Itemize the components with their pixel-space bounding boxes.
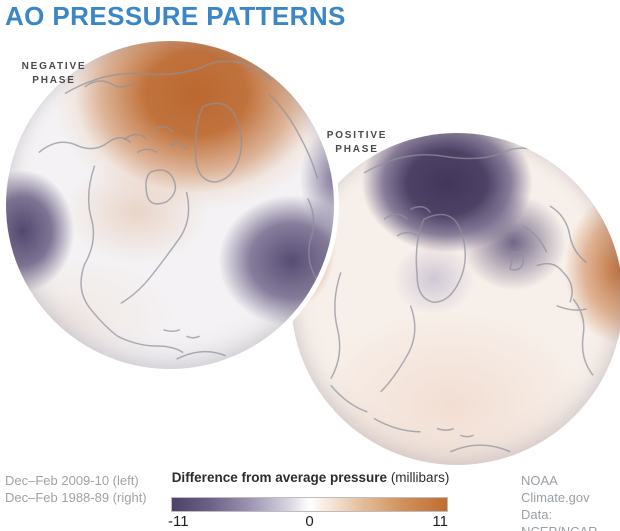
source-credit-line2: Data: NCEP/NCAR [521, 507, 598, 531]
date-caption-line1: Dec–Feb 2009-10 (left) [5, 473, 139, 488]
legend-tick-mid: 0 [305, 513, 314, 530]
positive-phase-label: POSITIVE PHASE [309, 129, 405, 157]
coastlines-positive [330, 147, 594, 453]
positive-phase-label-line2: PHASE [335, 144, 379, 155]
legend-ticks: -11 0 11 [168, 513, 448, 531]
legend-tick-max: 11 [432, 513, 448, 530]
legend-colorbar [171, 497, 448, 512]
positive-phase-label-line1: POSITIVE [326, 130, 388, 141]
legend-title-unit: (millibars) [390, 470, 450, 485]
page-title: AO PRESSURE PATTERNS [5, 1, 346, 31]
negative-phase-label: NEGATIVE PHASE [6, 60, 102, 88]
legend-title: Difference from average pressure (millib… [171, 470, 450, 485]
globe-positive-phase [291, 133, 620, 465]
globe-negative-phase [6, 41, 334, 369]
date-caption-line2: Dec–Feb 1988-89 (right) [5, 490, 147, 505]
negative-phase-label-line1: NEGATIVE [21, 61, 87, 72]
coastlines-negative [38, 60, 319, 360]
source-credit: NOAA Climate.gov Data: NCEP/NCAR [521, 472, 620, 531]
date-caption: Dec–Feb 2009-10 (left) Dec–Feb 1988-89 (… [5, 472, 147, 506]
source-credit-line1: NOAA Climate.gov [521, 473, 590, 505]
legend-tick-min: -11 [168, 513, 189, 530]
legend-title-text: Difference from average pressure [171, 470, 388, 485]
negative-phase-label-line2: PHASE [32, 75, 76, 86]
